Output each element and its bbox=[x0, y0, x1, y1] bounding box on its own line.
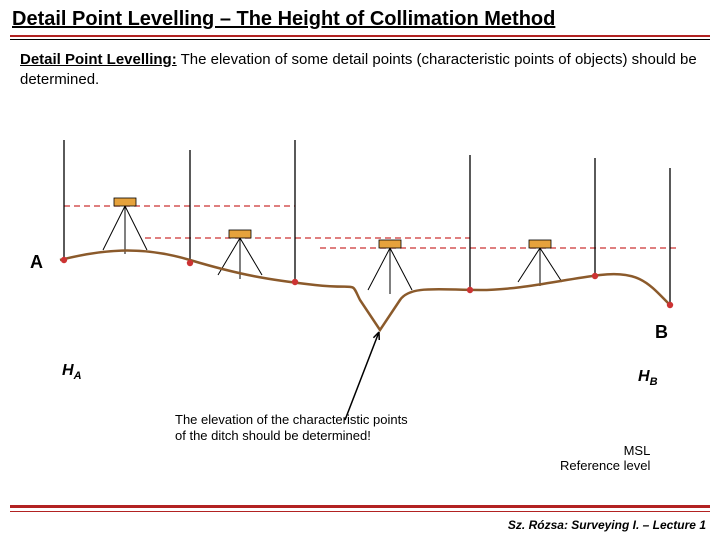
label-height-b: HB bbox=[638, 368, 658, 388]
msl-line-2: Reference level bbox=[560, 458, 650, 473]
levelling-diagram bbox=[40, 130, 680, 430]
label-ha-sub: A bbox=[74, 370, 82, 382]
footer-rule-thick bbox=[10, 505, 710, 508]
page-title: Detail Point Levelling – The Height of C… bbox=[0, 0, 720, 35]
description-lead: Detail Point Levelling: bbox=[20, 51, 177, 68]
label-hb-sub: B bbox=[650, 376, 658, 388]
msl-label: MSL Reference level bbox=[560, 443, 650, 473]
label-point-b: B bbox=[655, 322, 668, 343]
label-ha-main: H bbox=[62, 362, 74, 379]
label-point-a: A bbox=[30, 252, 43, 273]
ditch-note: The elevation of the characteristic poin… bbox=[175, 412, 408, 445]
accent-rule bbox=[10, 35, 710, 37]
label-height-a: HA bbox=[62, 362, 82, 382]
note-line-1: The elevation of the characteristic poin… bbox=[175, 412, 408, 428]
msl-line-1: MSL bbox=[560, 443, 650, 458]
note-line-2: of the ditch should be determined! bbox=[175, 428, 408, 444]
diagram-svg bbox=[40, 130, 680, 430]
footer-rule-thin bbox=[10, 511, 710, 512]
label-hb-main: H bbox=[638, 368, 650, 385]
description: Detail Point Levelling: The elevation of… bbox=[0, 40, 720, 91]
footer-credit: Sz. Rózsa: Surveying I. – Lecture 1 bbox=[508, 518, 706, 532]
